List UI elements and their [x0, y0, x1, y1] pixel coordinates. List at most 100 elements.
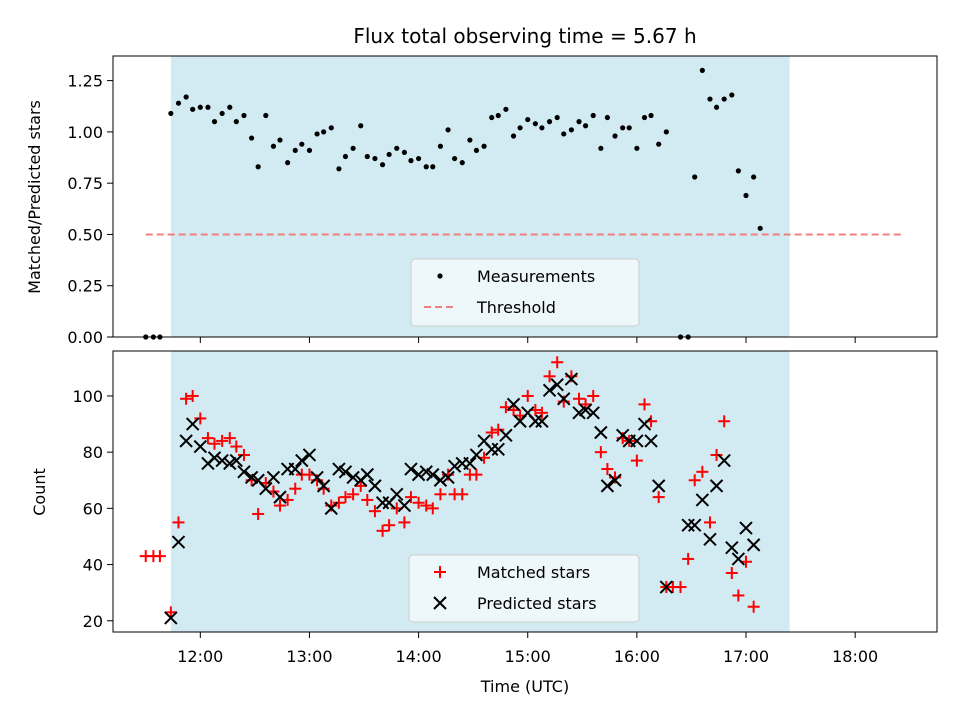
matched-star-point	[426, 502, 439, 515]
predicted-star-point	[207, 451, 222, 465]
top-legend: Measurements Threshold	[410, 258, 640, 327]
predicted-star-point	[368, 479, 382, 493]
measurement-point	[270, 143, 277, 149]
x-tick-label: 13:00	[286, 647, 332, 666]
measurement-point	[620, 125, 626, 131]
y-tick-label: 40	[83, 556, 103, 575]
measurement-point	[503, 106, 509, 112]
matched-star-point	[725, 566, 738, 579]
measurement-point	[495, 112, 501, 119]
matched-star-point	[208, 437, 221, 450]
matched-star-point	[223, 432, 236, 445]
legend-measurements-marker	[437, 273, 443, 279]
predicted-star-point	[485, 442, 499, 457]
predicted-star-point	[397, 498, 412, 513]
matched-star-point	[347, 488, 360, 501]
matched-star-point	[420, 499, 433, 512]
predicted-star-point	[390, 487, 404, 502]
measurement-point	[430, 164, 436, 170]
predicted-star-point	[316, 479, 331, 493]
matched-star-point	[216, 434, 229, 447]
measurement-point	[342, 153, 349, 160]
matched-star-point	[718, 415, 731, 428]
measurement-point	[561, 131, 567, 137]
matched-star-point	[289, 482, 302, 495]
predicted-star-point	[506, 397, 521, 412]
measurement-point	[364, 153, 370, 160]
matched-star-point	[470, 468, 483, 481]
predicted-star-point	[441, 470, 455, 485]
matched-star-point	[652, 491, 665, 504]
y-tick-label: 80	[83, 443, 103, 462]
matched-star-point	[587, 389, 600, 402]
legend-matched-marker	[434, 566, 446, 578]
matched-star-point	[551, 356, 564, 369]
measurement-point	[467, 137, 473, 143]
predicted-star-point	[447, 459, 462, 473]
predicted-star-point	[179, 434, 193, 448]
predicted-star-point	[266, 470, 281, 485]
y-tick-label: 0.50	[67, 225, 103, 244]
x-tick-label: 18:00	[832, 647, 878, 666]
predicted-star-point	[193, 439, 208, 454]
matched-star-point	[273, 499, 286, 512]
measurement-point	[255, 164, 261, 170]
predicted-star-point	[600, 479, 615, 493]
measurement-point	[211, 119, 218, 125]
matched-star-point	[485, 426, 498, 439]
y-tick-label: 0.00	[67, 328, 103, 347]
matched-star-point	[180, 392, 193, 405]
legend-predicted-label: Predicted stars	[477, 594, 597, 613]
matched-star-point	[630, 454, 643, 467]
measurement-point	[386, 151, 392, 158]
measurement-point	[517, 125, 523, 131]
measurement-point	[241, 112, 247, 119]
bottom-ylabel: Count	[30, 468, 49, 516]
matched-star-point	[594, 446, 607, 459]
measurement-point	[641, 114, 648, 121]
matched-star-point	[383, 519, 396, 532]
measurement-point	[205, 104, 211, 110]
matched-star-point	[732, 589, 745, 602]
top-ylabel: Matched/Predicted stars	[25, 100, 44, 294]
measurement-point	[336, 166, 342, 172]
measurement-point	[598, 145, 604, 151]
legend-matched-label: Matched stars	[477, 563, 590, 582]
predicted-star-point	[433, 473, 448, 487]
matched-star-point	[172, 516, 185, 529]
predicted-star-point	[499, 428, 513, 443]
measurement-point	[372, 155, 378, 162]
predicted-star-point	[608, 473, 622, 487]
measurement-point	[408, 158, 414, 164]
predicted-star-point	[725, 540, 739, 555]
measurement-point	[445, 127, 451, 133]
predicted-star-point	[229, 453, 244, 468]
predicted-star-point	[578, 403, 593, 417]
measurement-point	[292, 147, 298, 153]
measurement-point	[604, 114, 611, 121]
measurement-point	[263, 112, 269, 119]
predicted-star-point	[171, 535, 186, 549]
bottom-legend-box	[408, 554, 640, 623]
predicted-star-point	[709, 479, 724, 493]
measurement-point	[175, 100, 182, 106]
measurement-point	[546, 119, 553, 125]
matched-star-point	[456, 488, 469, 501]
predicted-star-point	[717, 453, 731, 468]
matched-star-point	[674, 581, 687, 594]
measurement-point	[568, 127, 574, 133]
measurement-point	[525, 116, 531, 123]
matched-star-point	[404, 491, 417, 504]
matched-star-point	[164, 606, 177, 619]
predicted-star-point	[215, 453, 229, 468]
measurement-point	[663, 129, 669, 135]
y-tick-label: 1.00	[67, 123, 103, 142]
measurement-point	[233, 119, 239, 125]
matched-star-point	[434, 488, 447, 501]
measurement-point	[183, 94, 189, 100]
matched-star-point	[573, 392, 586, 405]
measurement-point	[743, 192, 749, 199]
matched-star-point	[535, 406, 548, 419]
bottom-panel: 20 40 60 80 100 12:00 13:00 14:00 15:00 16:00 17:…	[30, 350, 938, 696]
measurement-point	[489, 114, 495, 121]
